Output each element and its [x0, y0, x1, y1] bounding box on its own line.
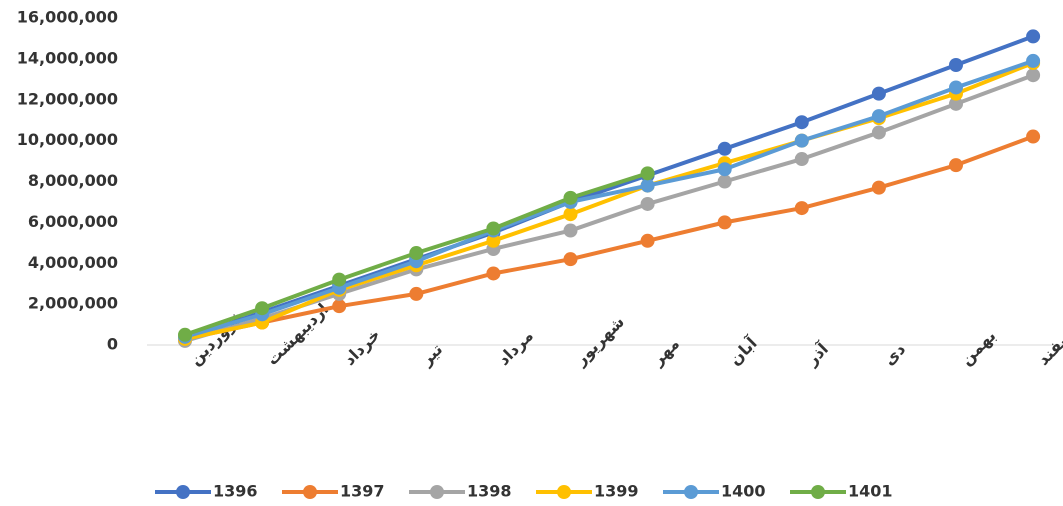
- legend-marker: [811, 485, 825, 499]
- legend-label: 1397: [340, 482, 385, 501]
- data-point: [871, 86, 886, 101]
- data-point: [949, 96, 963, 111]
- data-point: [949, 80, 963, 95]
- legend-label: 1398: [467, 482, 512, 501]
- series-line: [184, 59, 1034, 339]
- legend-item: 1396: [155, 482, 258, 501]
- series-line: [184, 134, 1034, 341]
- data-point: [794, 115, 809, 130]
- data-point: [949, 58, 963, 73]
- data-point: [1026, 68, 1041, 83]
- y-tick-label: 6,000,000: [28, 212, 118, 231]
- legend-item: 1400: [663, 482, 766, 501]
- legend-item: 1397: [282, 482, 385, 501]
- data-point: [409, 286, 424, 301]
- y-tick-label: 12,000,000: [17, 89, 118, 108]
- legend-marker: [557, 485, 571, 499]
- x-tick-label: شهریور: [570, 312, 628, 370]
- legend-item: 1398: [409, 482, 512, 501]
- data-point: [409, 246, 424, 261]
- data-point: [640, 196, 655, 211]
- data-point: [1026, 29, 1041, 44]
- data-point: [640, 233, 655, 248]
- data-point: [1026, 53, 1041, 68]
- data-point: [563, 207, 578, 222]
- data-point: [871, 125, 886, 140]
- legend-label: 1396: [213, 482, 258, 501]
- data-point: [717, 141, 732, 156]
- data-point: [563, 252, 578, 267]
- x-tick-label: آبان: [725, 332, 762, 369]
- legend-label: 1400: [721, 482, 766, 501]
- data-point: [178, 327, 192, 342]
- data-point: [640, 166, 655, 181]
- data-point: [717, 215, 732, 230]
- y-tick-label: 16,000,000: [17, 8, 118, 27]
- y-tick-label: 8,000,000: [28, 171, 118, 190]
- x-tick-label: دی: [879, 339, 909, 369]
- data-point: [486, 221, 501, 236]
- y-tick-label: 0: [107, 335, 118, 354]
- data-point: [563, 223, 578, 238]
- data-point: [794, 152, 809, 167]
- y-tick-label: 10,000,000: [17, 130, 118, 149]
- legend-item: 1401: [790, 482, 893, 501]
- x-tick-label: تیر: [416, 340, 446, 370]
- data-point: [794, 201, 809, 216]
- series-line: [184, 73, 1034, 343]
- data-point: [255, 301, 270, 316]
- data-point: [717, 174, 732, 189]
- data-point: [794, 133, 809, 148]
- x-tick-label: مرداد: [494, 326, 537, 369]
- x-tick-label: خرداد: [340, 325, 384, 369]
- y-tick-label: 14,000,000: [17, 48, 118, 67]
- data-point: [640, 178, 655, 193]
- x-tick-label: آذر: [801, 338, 832, 369]
- legend-marker: [303, 485, 317, 499]
- data-point: [871, 180, 886, 195]
- legend-item: 1399: [536, 482, 639, 501]
- legend-label: 1399: [594, 482, 639, 501]
- data-point: [949, 158, 963, 173]
- y-tick-label: 2,000,000: [28, 294, 118, 313]
- legend-label: 1401: [848, 482, 893, 501]
- legend-marker: [176, 485, 190, 499]
- series-line: [184, 61, 1034, 341]
- legend-marker: [684, 485, 698, 499]
- x-tick-label: مهر: [647, 334, 683, 370]
- data-point: [563, 190, 578, 205]
- data-point: [717, 162, 732, 177]
- legend-marker: [430, 485, 444, 499]
- data-point: [332, 299, 347, 314]
- data-point: [486, 233, 501, 248]
- x-tick-label: بهمن: [957, 326, 1000, 369]
- data-point: [332, 272, 347, 287]
- data-point: [486, 266, 501, 281]
- y-tick-label: 4,000,000: [28, 253, 118, 272]
- data-point: [871, 109, 886, 124]
- data-point: [1026, 129, 1041, 144]
